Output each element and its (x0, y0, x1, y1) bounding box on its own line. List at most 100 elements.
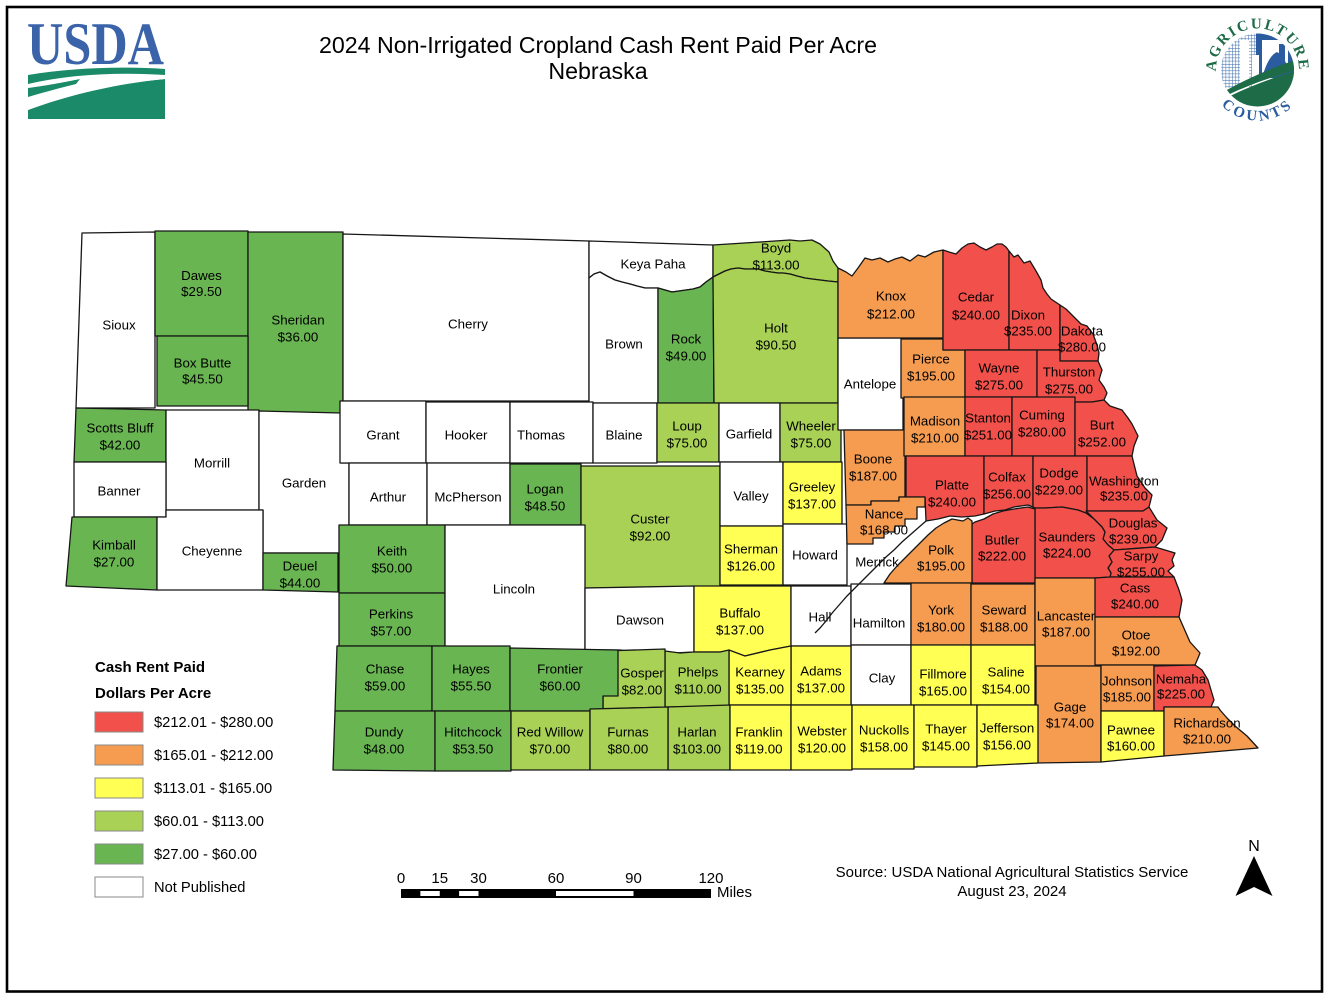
svg-text:Greeley: Greeley (789, 480, 836, 495)
svg-text:Gage: Gage (1054, 700, 1087, 715)
svg-text:$48.50: $48.50 (525, 499, 566, 514)
svg-text:$235.00: $235.00 (1100, 489, 1148, 504)
svg-text:$113.01 - $165.00: $113.01 - $165.00 (154, 781, 272, 797)
svg-text:N: N (1248, 838, 1260, 855)
svg-text:$256.00: $256.00 (983, 487, 1031, 502)
svg-text:Brown: Brown (605, 337, 643, 352)
svg-text:Logan: Logan (527, 482, 564, 497)
svg-text:$70.00: $70.00 (530, 742, 571, 757)
svg-text:Cherry: Cherry (448, 317, 488, 332)
svg-text:$224.00: $224.00 (1043, 546, 1091, 561)
svg-text:Blaine: Blaine (606, 428, 643, 443)
svg-text:$251.00: $251.00 (964, 428, 1012, 443)
svg-text:Hall: Hall (809, 610, 832, 625)
svg-text:York: York (928, 603, 954, 618)
svg-text:Miles: Miles (717, 884, 752, 901)
svg-text:Platte: Platte (935, 478, 969, 493)
svg-text:$45.50: $45.50 (182, 372, 223, 387)
svg-text:Buffalo: Buffalo (719, 606, 760, 621)
svg-text:$44.00: $44.00 (280, 576, 321, 591)
svg-text:Nance: Nance (865, 507, 903, 522)
svg-text:$222.00: $222.00 (978, 549, 1026, 564)
svg-text:$280.00: $280.00 (1058, 340, 1106, 355)
svg-text:Seward: Seward (981, 603, 1026, 618)
svg-text:Morrill: Morrill (194, 456, 230, 471)
svg-text:$240.00: $240.00 (1111, 597, 1159, 612)
svg-text:Dollars Per Acre: Dollars Per Acre (95, 685, 211, 702)
svg-text:Thomas: Thomas (517, 428, 565, 443)
svg-text:$75.00: $75.00 (791, 436, 832, 451)
svg-text:$135.00: $135.00 (736, 682, 784, 697)
svg-text:Keya Paha: Keya Paha (620, 257, 686, 272)
svg-text:$165.01 - $212.00: $165.01 - $212.00 (154, 748, 273, 764)
svg-text:Cedar: Cedar (958, 290, 995, 305)
svg-text:$49.00: $49.00 (666, 349, 707, 364)
svg-text:Garfield: Garfield (726, 427, 773, 442)
svg-text:$158.00: $158.00 (860, 740, 908, 755)
svg-text:Colfax: Colfax (988, 470, 1026, 485)
svg-text:Not Published: Not Published (154, 880, 245, 896)
svg-text:$137.00: $137.00 (797, 681, 845, 696)
svg-text:Clay: Clay (869, 671, 896, 686)
svg-text:120: 120 (698, 870, 723, 887)
svg-text:$195.00: $195.00 (907, 369, 955, 384)
svg-text:$29.50: $29.50 (181, 284, 222, 299)
svg-text:Dawson: Dawson (616, 613, 664, 628)
svg-text:$280.00: $280.00 (1018, 425, 1066, 440)
svg-text:Knox: Knox (876, 289, 907, 304)
svg-text:$235.00: $235.00 (1004, 324, 1052, 339)
svg-text:$156.00: $156.00 (983, 738, 1031, 753)
svg-text:Jefferson: Jefferson (980, 721, 1034, 736)
svg-text:Dawes: Dawes (181, 268, 222, 283)
svg-text:Wheeler: Wheeler (786, 419, 836, 434)
svg-text:$137.00: $137.00 (716, 623, 764, 638)
svg-text:$255.00: $255.00 (1117, 565, 1165, 580)
svg-text:$53.50: $53.50 (453, 742, 494, 757)
svg-text:Source: USDA National Agricult: Source: USDA National Agricultural Stati… (836, 864, 1189, 881)
svg-text:Dixon: Dixon (1011, 308, 1045, 323)
svg-text:Keith: Keith (377, 544, 407, 559)
svg-text:$36.00: $36.00 (278, 330, 319, 345)
svg-text:Sarpy: Sarpy (1124, 549, 1159, 564)
svg-text:$60.01 - $113.00: $60.01 - $113.00 (154, 814, 264, 830)
svg-text:Hitchcock: Hitchcock (444, 725, 502, 740)
svg-text:0: 0 (397, 870, 405, 887)
svg-text:Lincoln: Lincoln (493, 582, 535, 597)
svg-text:Stanton: Stanton (965, 411, 1011, 426)
svg-text:Dakota: Dakota (1061, 324, 1104, 339)
svg-text:Kimball: Kimball (92, 538, 136, 553)
svg-text:$82.00: $82.00 (622, 683, 663, 698)
svg-text:Custer: Custer (630, 512, 670, 527)
svg-text:Cheyenne: Cheyenne (182, 544, 243, 559)
svg-text:Cash Rent Paid: Cash Rent Paid (95, 659, 205, 676)
svg-text:Red Willow: Red Willow (517, 725, 584, 740)
svg-text:Thurston: Thurston (1043, 365, 1095, 380)
svg-text:McPherson: McPherson (434, 490, 501, 505)
svg-text:Saunders: Saunders (1039, 530, 1096, 545)
svg-text:$50.00: $50.00 (372, 561, 413, 576)
svg-text:$187.00: $187.00 (849, 469, 897, 484)
svg-text:$57.00: $57.00 (371, 624, 412, 639)
svg-text:$187.00: $187.00 (1042, 625, 1090, 640)
svg-text:Cass: Cass (1120, 581, 1151, 596)
svg-text:$119.00: $119.00 (735, 742, 782, 757)
svg-text:Merrick: Merrick (855, 555, 899, 570)
svg-text:$229.00: $229.00 (1035, 483, 1083, 498)
svg-text:Boyd: Boyd (761, 241, 791, 256)
svg-text:Wayne: Wayne (979, 361, 1020, 376)
svg-text:Sioux: Sioux (102, 318, 136, 333)
svg-text:Cuming: Cuming (1019, 408, 1065, 423)
svg-text:$27.00: $27.00 (94, 555, 135, 570)
svg-text:$59.00: $59.00 (365, 679, 406, 694)
svg-text:Sherman: Sherman (724, 542, 778, 557)
svg-text:30: 30 (470, 870, 487, 887)
svg-text:Butler: Butler (985, 533, 1020, 548)
svg-text:$275.00: $275.00 (975, 378, 1023, 393)
svg-text:Johnson: Johnson (1102, 674, 1152, 689)
svg-text:$27.00 - $60.00: $27.00 - $60.00 (154, 847, 257, 863)
svg-text:Fillmore: Fillmore (919, 667, 966, 682)
svg-text:$212.01 - $280.00: $212.01 - $280.00 (154, 715, 273, 731)
svg-text:$174.00: $174.00 (1046, 716, 1094, 731)
svg-text:$188.00: $188.00 (980, 620, 1028, 635)
svg-text:$240.00: $240.00 (952, 308, 1000, 323)
